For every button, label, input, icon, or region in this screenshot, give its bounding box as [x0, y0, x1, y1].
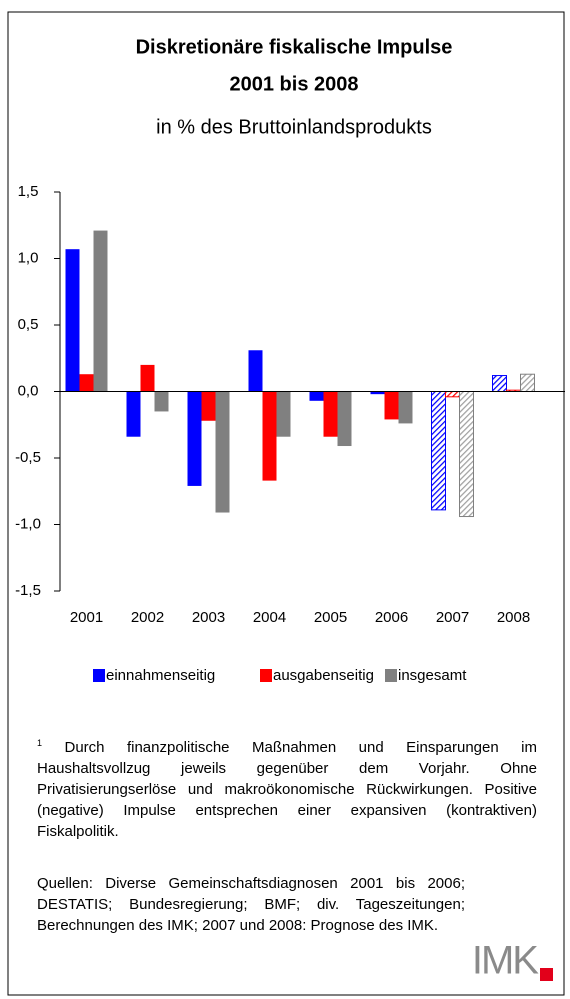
- logo-square: [540, 968, 553, 981]
- y-tick-label: 1,0: [18, 249, 39, 266]
- bar: [431, 391, 446, 511]
- footnote-marker: 1: [37, 738, 43, 748]
- legend-swatch: [93, 669, 105, 682]
- bar: [126, 391, 141, 437]
- bar: [201, 391, 216, 421]
- x-tick-label: 2003: [192, 609, 225, 626]
- x-tick-label: 2006: [375, 609, 408, 626]
- bar: [276, 391, 291, 437]
- bar: [93, 230, 108, 392]
- bar: [459, 391, 474, 518]
- bar: [323, 391, 338, 437]
- bar: [445, 391, 460, 398]
- legend-label: insgesamt: [398, 667, 467, 684]
- bar: [248, 350, 263, 392]
- bar: [309, 391, 324, 401]
- legend-label: einnahmenseitig: [106, 667, 215, 684]
- bar: [79, 374, 94, 392]
- bar: [370, 391, 385, 395]
- bar: [492, 375, 507, 393]
- bar: [215, 391, 230, 513]
- y-tick-label: -1,0: [15, 515, 41, 532]
- footnote: 1 Durch finanzpolitische Maßnahmen und E…: [37, 733, 537, 842]
- x-tick-label: 2004: [253, 609, 286, 626]
- y-tick-label: 1,5: [18, 183, 39, 200]
- frame: [7, 11, 565, 996]
- legend-label: ausgabenseitig: [273, 667, 374, 684]
- bar: [520, 373, 535, 392]
- logo: IMK: [472, 939, 539, 983]
- bar: [65, 249, 80, 392]
- bar: [140, 364, 155, 392]
- bar: [384, 391, 399, 420]
- x-tick-label: 2002: [131, 609, 164, 626]
- x-tick-label: 2007: [436, 609, 469, 626]
- y-tick-label: -0,5: [15, 449, 41, 466]
- chart-subtitle: in % des Bruttoinlandsprodukts: [156, 116, 432, 138]
- bar: [187, 391, 202, 486]
- y-tick-label: -1,5: [15, 582, 41, 599]
- bar: [154, 391, 169, 412]
- x-tick-label: 2001: [70, 609, 103, 626]
- bar: [262, 391, 277, 481]
- x-tick-label: 2005: [314, 609, 347, 626]
- legend-swatch: [385, 669, 397, 682]
- legend-swatch: [260, 669, 272, 682]
- chart-title: Diskretionäre fiskalische Impulse: [136, 36, 453, 58]
- y-tick-label: 0,5: [18, 316, 39, 333]
- chart-title: 2001 bis 2008: [230, 73, 359, 95]
- x-tick-label: 2008: [497, 609, 530, 626]
- bar: [398, 391, 413, 424]
- y-tick-label: 0,0: [18, 382, 39, 399]
- footnote-text: Durch finanzpolitische Maßnahmen und Ein…: [37, 739, 537, 840]
- sources: Quellen: Diverse Gemeinschaftsdiagnosen …: [37, 875, 465, 934]
- bar: [337, 391, 352, 447]
